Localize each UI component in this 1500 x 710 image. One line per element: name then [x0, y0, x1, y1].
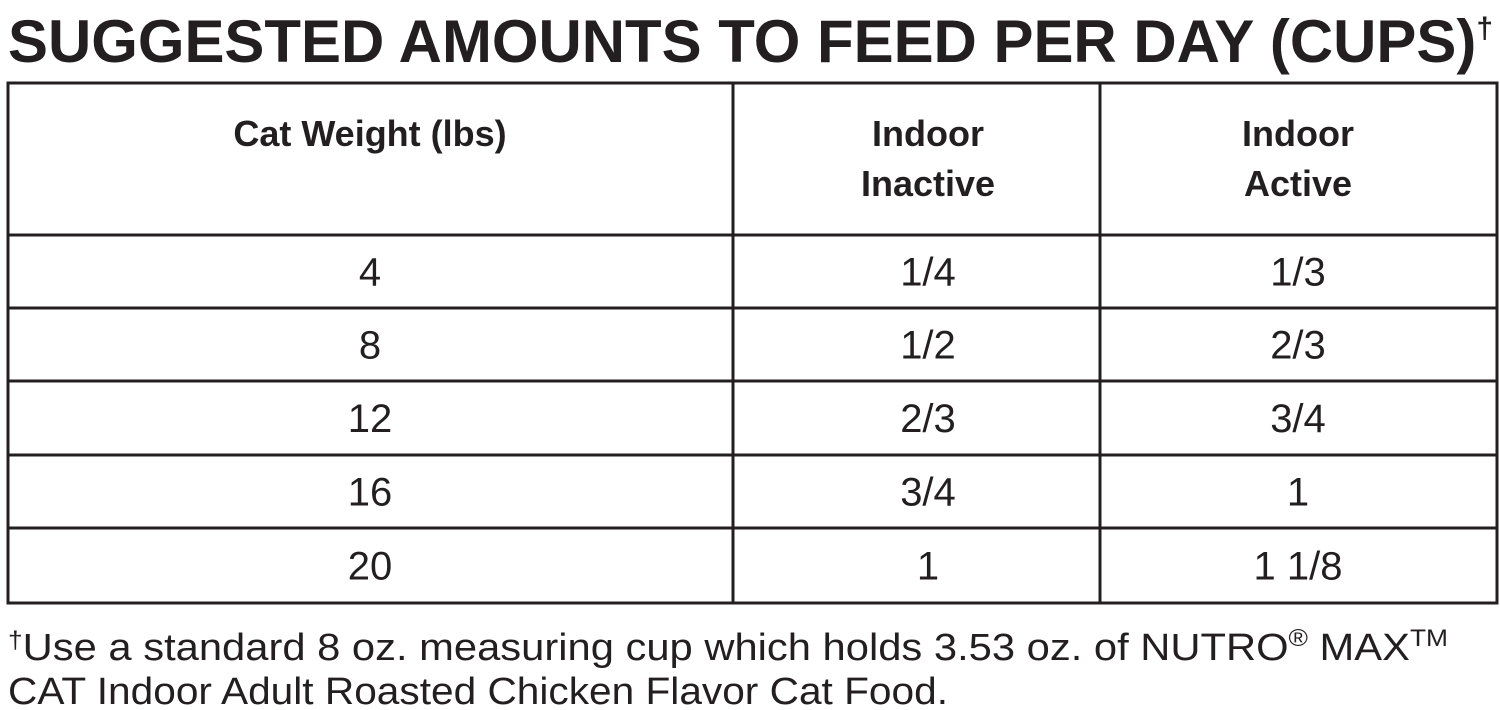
column-header: Indoor: [872, 113, 984, 154]
column-header: Indoor: [1242, 113, 1354, 154]
table-cell: 16: [348, 471, 393, 515]
table-cell: 1/3: [1270, 251, 1326, 295]
registered-mark: ®: [1289, 625, 1309, 652]
title: SUGGESTED AMOUNTS TO FEED PER DAY (CUPS)…: [8, 8, 1493, 75]
footnote-line: CAT Indoor Adult Roasted Chicken Flavor …: [8, 671, 948, 710]
table-body: Cat Weight (lbs) Indoor Inactive Indoor Acti…: [233, 113, 1354, 589]
table-cell: 1 1/8: [1254, 545, 1343, 589]
column-header: Cat Weight (lbs): [233, 113, 506, 154]
table-border: [6, 81, 1499, 605]
table-cell: 20: [348, 545, 393, 589]
trademark: TM: [1410, 625, 1448, 652]
table-cell: 2/3: [900, 397, 956, 441]
table-cell: 3/4: [1270, 397, 1326, 441]
footnote-line: †Use a standard 8 oz. measuring cup whic…: [8, 625, 1448, 669]
title-text: SUGGESTED AMOUNTS TO FEED PER DAY (CUPS): [8, 8, 1476, 75]
column-header: Active: [1244, 163, 1352, 204]
footnote-text: Use a standard 8 oz. measuring cup which…: [23, 627, 1289, 669]
table-cell: 1: [917, 545, 939, 589]
table-cell: 2/3: [1270, 324, 1326, 368]
column-header: Inactive: [861, 163, 995, 204]
table-cell: 4: [359, 251, 381, 295]
table-cell: 1: [1287, 471, 1309, 515]
table-grid: [8, 83, 1497, 603]
table-cell: 8: [359, 324, 381, 368]
title-mark: †: [1476, 12, 1493, 45]
footnote-mark: †: [8, 627, 23, 654]
table-cell: 1/2: [900, 324, 956, 368]
table-cell: 1/4: [900, 251, 956, 295]
table-cell: 3/4: [900, 471, 956, 515]
brand: MAX: [1308, 627, 1410, 669]
table-cell: 12: [348, 397, 393, 441]
